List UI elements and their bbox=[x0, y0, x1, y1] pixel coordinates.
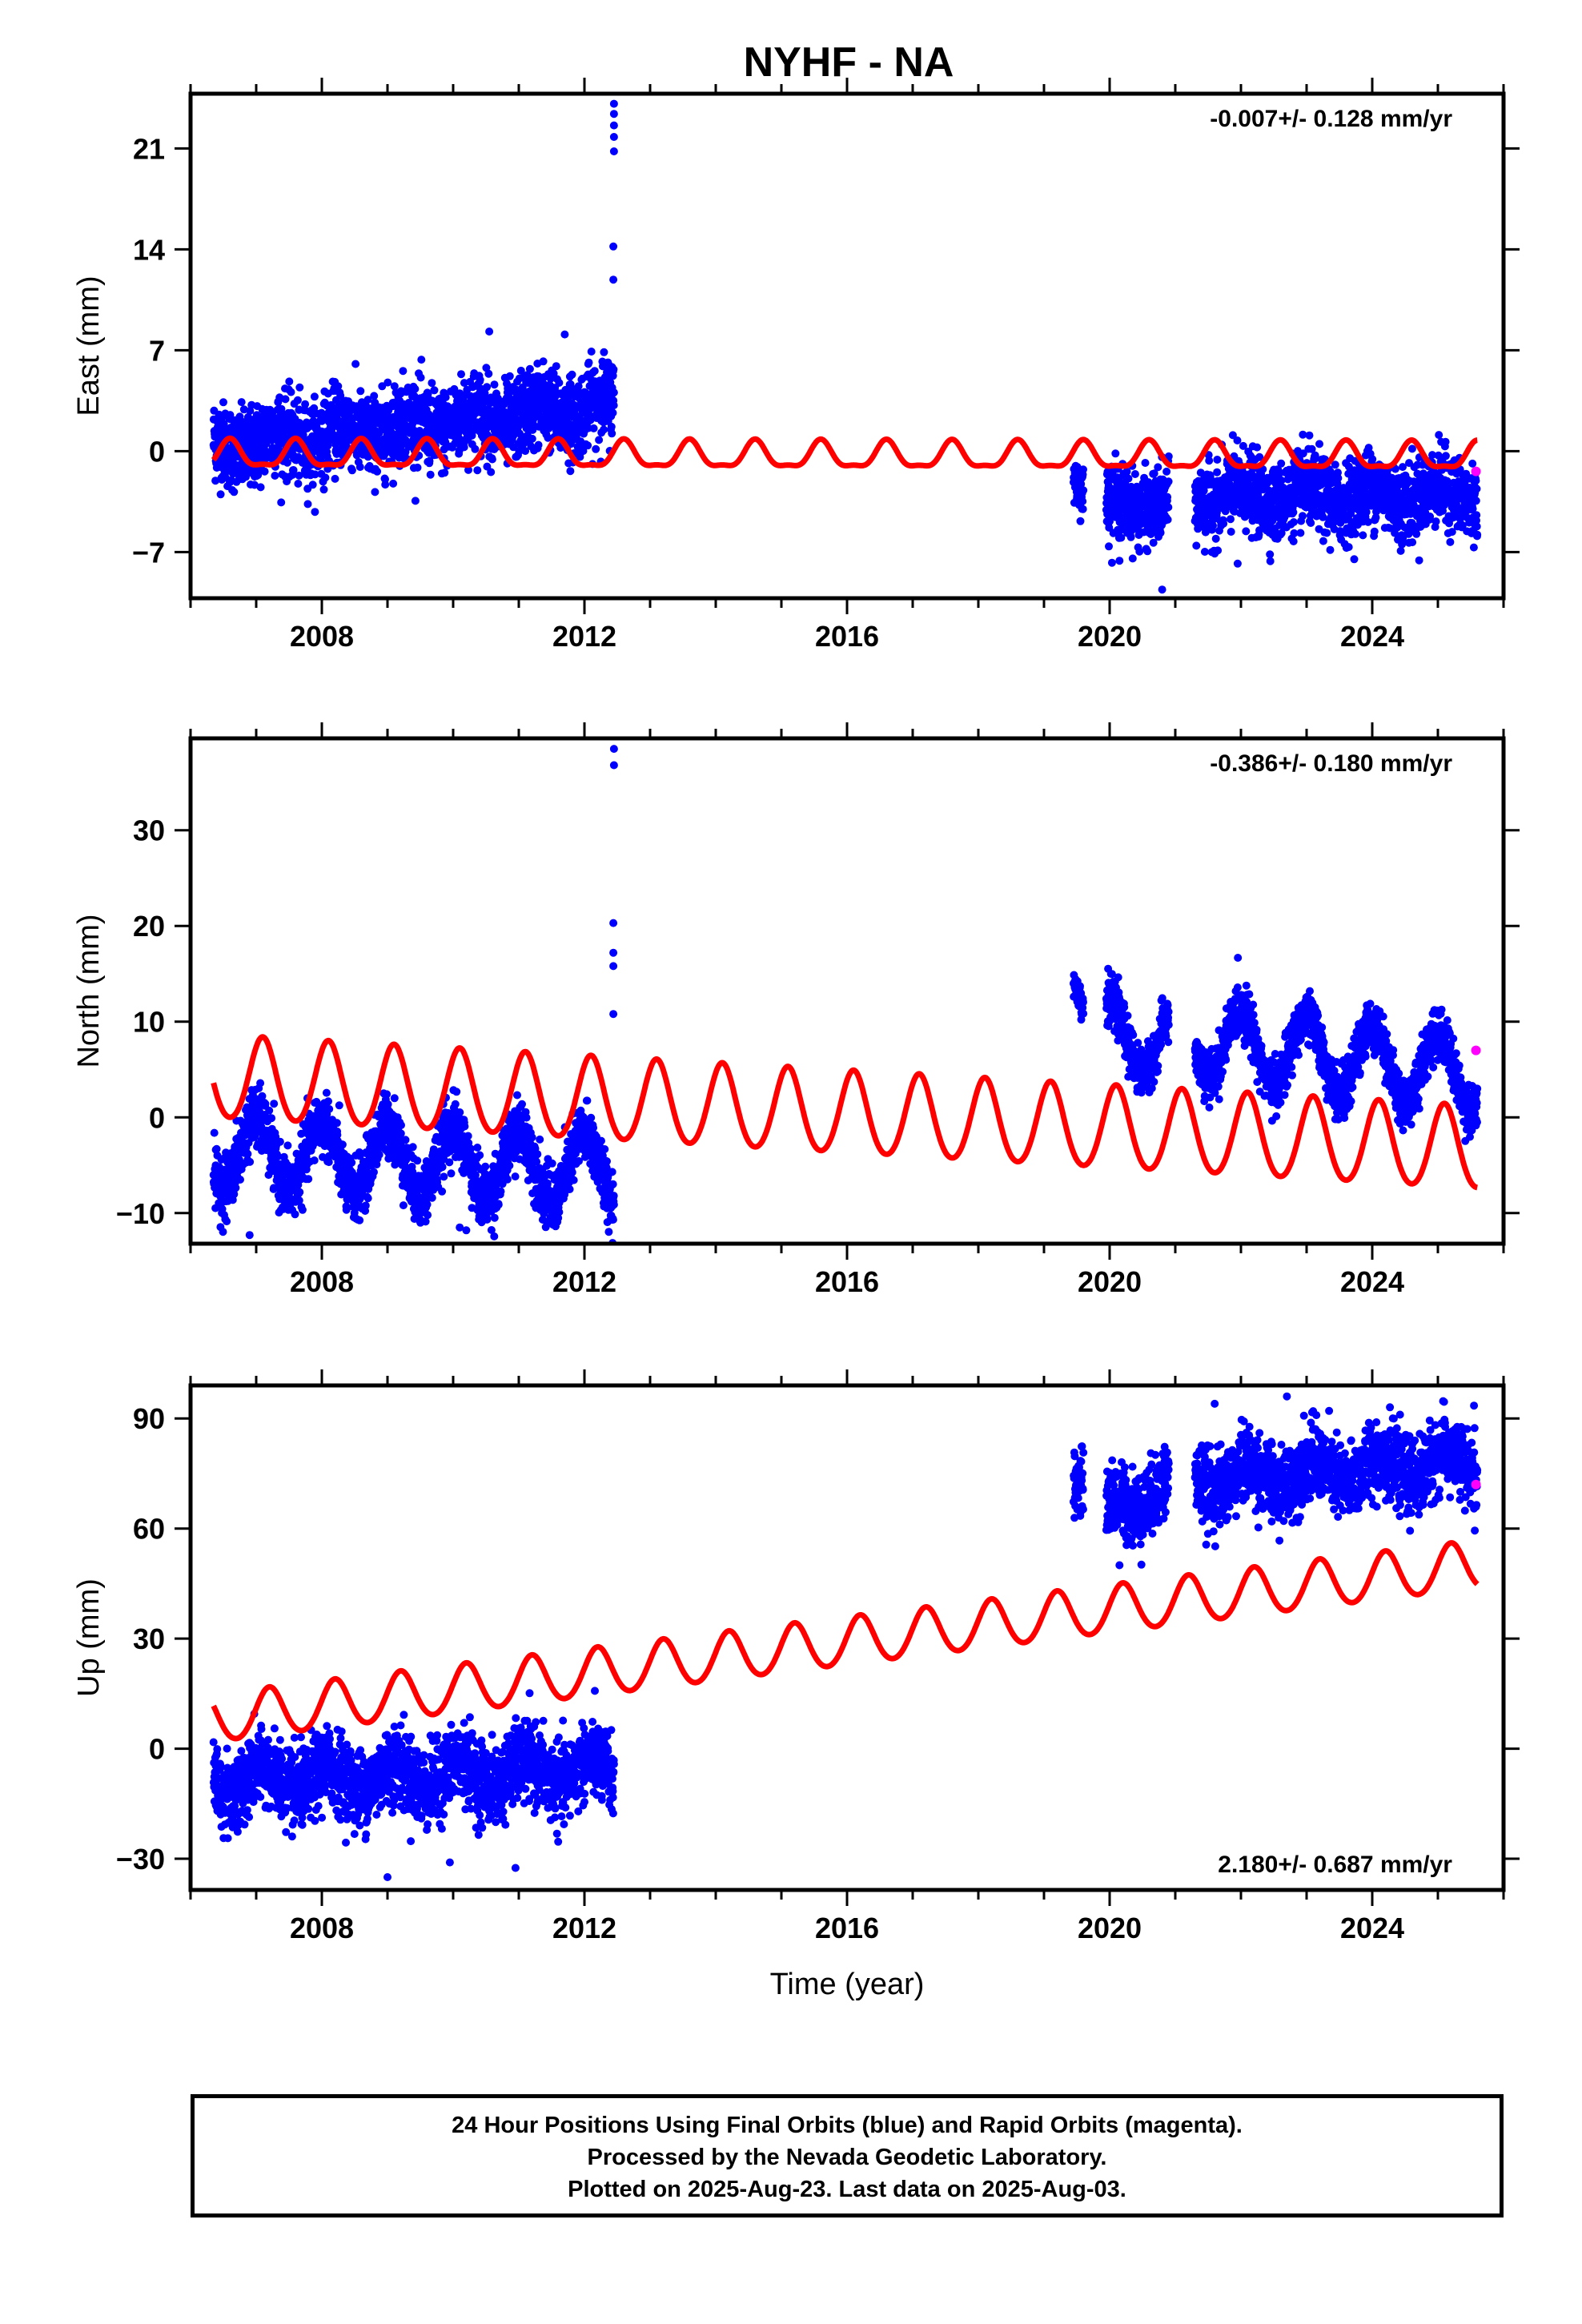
rapid-orbit-point-north-0 bbox=[1471, 1045, 1481, 1055]
footer-box: 24 Hour Positions Using Final Orbits (bl… bbox=[191, 2094, 1504, 2217]
y-tick-label-7-east: 7 bbox=[149, 334, 165, 367]
footer-line-3: Plotted on 2025-Aug-23. Last data on 202… bbox=[568, 2177, 1126, 2202]
x-tick-label-2012-east: 2012 bbox=[552, 620, 616, 653]
x-tick-label-2024-up: 2024 bbox=[1340, 1912, 1404, 1944]
rapid-orbit-point-east-0 bbox=[1471, 466, 1481, 476]
model-curve-east bbox=[211, 435, 1480, 470]
panel-east: 2008 2012 2016 2020 2024 −7 0 7 14 21 East (mm) -0.… bbox=[72, 78, 1520, 653]
y-tick-label-0-north: 0 bbox=[149, 1101, 165, 1134]
chart-title: NYHF - NA bbox=[744, 39, 954, 86]
x-tick-label-2020-east: 2020 bbox=[1078, 620, 1142, 653]
x-tick-label-2016-north: 2016 bbox=[815, 1265, 879, 1298]
plot-area-up bbox=[209, 1392, 1482, 1881]
y-axis-label-up: Up (mm) bbox=[72, 1578, 106, 1697]
y-tick-label-20-north: 20 bbox=[133, 910, 165, 943]
plot-area-north bbox=[209, 745, 1482, 1244]
x-tick-label-2008-north: 2008 bbox=[290, 1265, 354, 1298]
x-tick-label-2020-north: 2020 bbox=[1078, 1265, 1142, 1298]
final-orbit-points-up bbox=[209, 1392, 1482, 1881]
final-orbit-points-north bbox=[209, 745, 1482, 1244]
y-axis-label-north: North (mm) bbox=[72, 914, 106, 1068]
panel-north: 2008 2012 2016 2020 2024 −10 0 10 20 30 North (mm)… bbox=[72, 722, 1520, 1298]
plot-frame-north bbox=[188, 736, 1506, 1246]
y-tick-label-21-east: 21 bbox=[133, 132, 165, 165]
panel-up: 2008 2012 2016 2020 2024 −30 0 30 60 90 Up (mm) Tim… bbox=[72, 1369, 1520, 2001]
velocity-label-north: -0.386+/- 0.180 mm/yr bbox=[1210, 750, 1452, 777]
panels-group: 2008 2012 2016 2020 2024 −7 0 7 14 21 East (mm) -0.… bbox=[72, 78, 1520, 2001]
y-tick-label-0-east: 0 bbox=[149, 435, 165, 468]
velocity-label-east: -0.007+/- 0.128 mm/yr bbox=[1210, 106, 1452, 132]
y-tick-label-0-up: 0 bbox=[149, 1733, 165, 1766]
y-tick-label--10-north: −10 bbox=[116, 1197, 165, 1230]
velocity-label-up: 2.180+/- 0.687 mm/yr bbox=[1218, 1852, 1452, 1878]
x-tick-label-2008-up: 2008 bbox=[290, 1912, 354, 1944]
x-axis-label: Time (year) bbox=[770, 1968, 925, 2001]
y-tick-label-90-up: 90 bbox=[133, 1402, 165, 1435]
x-tick-label-2024-east: 2024 bbox=[1340, 620, 1404, 653]
y-tick-label-14-east: 14 bbox=[133, 233, 165, 266]
y-tick-label--30-up: −30 bbox=[116, 1843, 165, 1876]
model-curve-north bbox=[211, 1034, 1480, 1191]
x-tick-label-2016-east: 2016 bbox=[815, 620, 879, 653]
y-tick-label-10-north: 10 bbox=[133, 1006, 165, 1039]
x-tick-label-2012-up: 2012 bbox=[552, 1912, 616, 1944]
y-tick-label--7-east: −7 bbox=[132, 536, 165, 569]
y-axis-label-east: East (mm) bbox=[72, 275, 106, 416]
plot-frame-up bbox=[188, 1383, 1506, 1892]
x-tick-label-2012-north: 2012 bbox=[552, 1265, 616, 1298]
model-curve-up bbox=[211, 1540, 1480, 1742]
plot-area-east bbox=[209, 99, 1482, 594]
footer-line-1: 24 Hour Positions Using Final Orbits (bl… bbox=[452, 2113, 1243, 2138]
plot-frame-east bbox=[188, 91, 1506, 601]
x-tick-label-2020-up: 2020 bbox=[1078, 1912, 1142, 1944]
y-tick-label-30-up: 30 bbox=[133, 1622, 165, 1655]
y-tick-label-30-north: 30 bbox=[133, 814, 165, 847]
rapid-orbit-point-up-0 bbox=[1471, 1479, 1481, 1490]
y-tick-label-60-up: 60 bbox=[133, 1513, 165, 1546]
x-tick-label-2016-up: 2016 bbox=[815, 1912, 879, 1944]
final-orbit-points-east bbox=[209, 99, 1482, 594]
x-tick-label-2008-east: 2008 bbox=[290, 620, 354, 653]
x-tick-label-2024-north: 2024 bbox=[1340, 1265, 1404, 1298]
footer-line-2: Processed by the Nevada Geodetic Laborat… bbox=[587, 2145, 1107, 2170]
